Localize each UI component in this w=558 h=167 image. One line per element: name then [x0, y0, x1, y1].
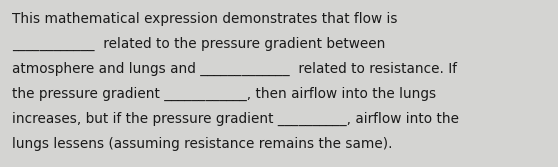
Text: atmosphere and lungs and _____________  related to resistance. If: atmosphere and lungs and _____________ r… — [12, 62, 457, 76]
Text: ____________  related to the pressure gradient between: ____________ related to the pressure gra… — [12, 37, 386, 51]
Text: increases, but if the pressure gradient __________, airflow into the: increases, but if the pressure gradient … — [12, 112, 459, 126]
Text: lungs lessens (assuming resistance remains the same).: lungs lessens (assuming resistance remai… — [12, 137, 392, 151]
Text: This mathematical expression demonstrates that flow is: This mathematical expression demonstrate… — [12, 12, 397, 26]
Text: the pressure gradient ____________, then airflow into the lungs: the pressure gradient ____________, then… — [12, 87, 436, 101]
